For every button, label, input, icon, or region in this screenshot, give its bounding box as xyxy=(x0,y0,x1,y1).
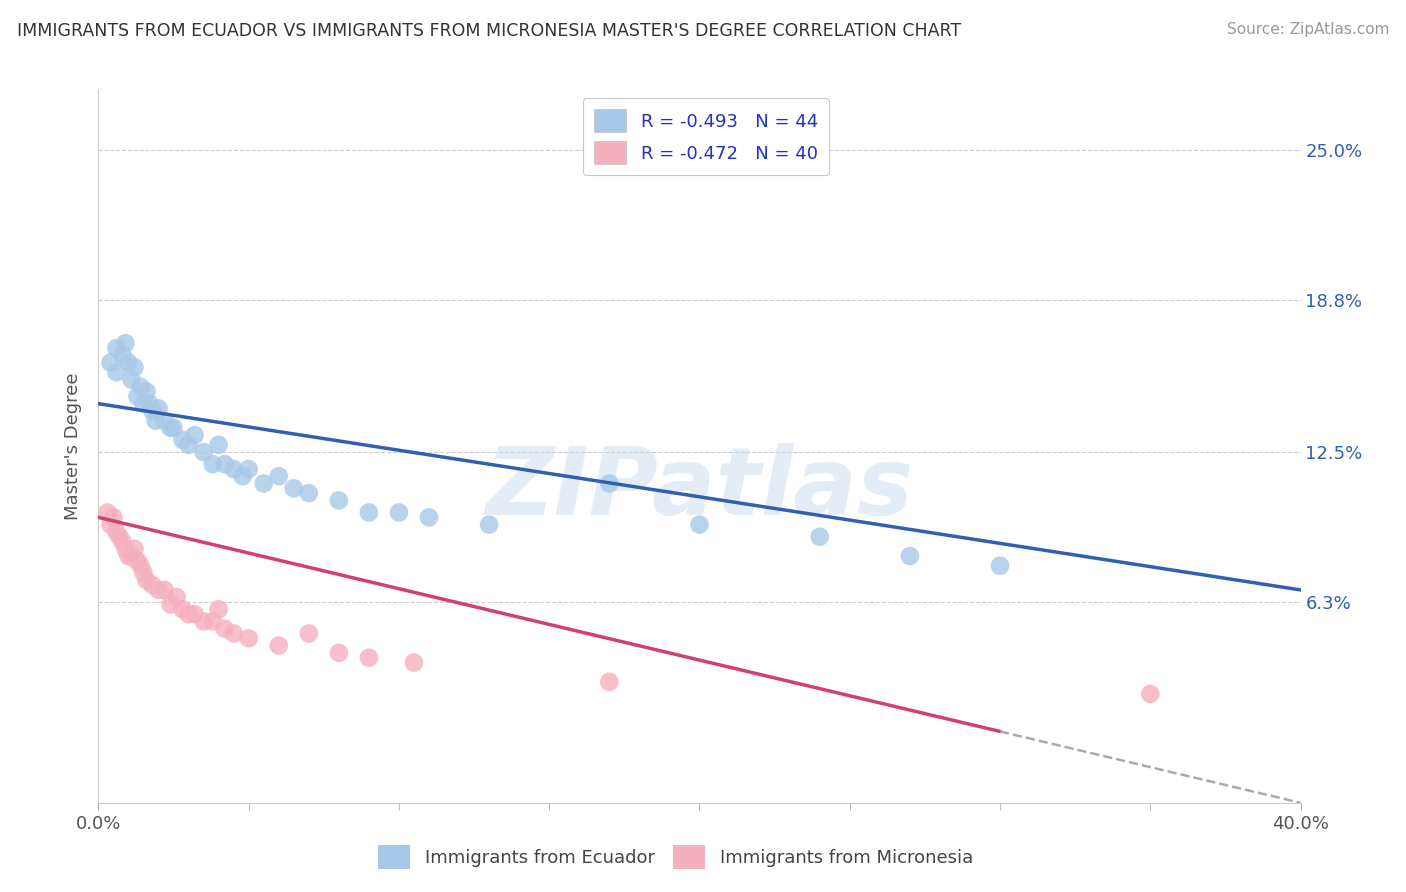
Y-axis label: Master's Degree: Master's Degree xyxy=(65,372,83,520)
Point xyxy=(111,348,134,362)
Point xyxy=(108,530,131,544)
Point xyxy=(129,380,152,394)
Point xyxy=(208,438,231,452)
Point xyxy=(132,566,155,580)
Point xyxy=(222,626,245,640)
Point xyxy=(689,517,711,532)
Point xyxy=(166,590,188,604)
Point xyxy=(114,336,136,351)
Point xyxy=(283,481,305,495)
Point xyxy=(117,549,139,563)
Point xyxy=(159,598,181,612)
Point xyxy=(100,355,122,369)
Point xyxy=(222,462,245,476)
Point xyxy=(1139,687,1161,701)
Point xyxy=(232,469,254,483)
Point xyxy=(162,421,184,435)
Point xyxy=(127,554,149,568)
Point xyxy=(124,360,146,375)
Point xyxy=(96,506,118,520)
Point xyxy=(100,517,122,532)
Point xyxy=(141,578,163,592)
Point xyxy=(172,433,194,447)
Point xyxy=(135,574,157,588)
Point xyxy=(138,397,160,411)
Point xyxy=(148,401,170,416)
Point xyxy=(598,476,620,491)
Point xyxy=(267,469,290,483)
Point xyxy=(148,582,170,597)
Text: IMMIGRANTS FROM ECUADOR VS IMMIGRANTS FROM MICRONESIA MASTER'S DEGREE CORRELATIO: IMMIGRANTS FROM ECUADOR VS IMMIGRANTS FR… xyxy=(17,22,960,40)
Point xyxy=(808,530,831,544)
Point xyxy=(145,414,167,428)
Point xyxy=(117,355,139,369)
Point xyxy=(127,389,149,403)
Point xyxy=(183,607,205,621)
Point xyxy=(153,582,176,597)
Point xyxy=(402,656,425,670)
Point xyxy=(418,510,440,524)
Point xyxy=(478,517,501,532)
Point xyxy=(214,622,236,636)
Point xyxy=(238,462,260,476)
Point xyxy=(105,365,128,379)
Text: ZIPatlas: ZIPatlas xyxy=(485,442,914,535)
Point xyxy=(153,414,176,428)
Point xyxy=(105,341,128,355)
Point xyxy=(124,541,146,556)
Point xyxy=(183,428,205,442)
Point xyxy=(105,524,128,539)
Point xyxy=(328,646,350,660)
Point xyxy=(357,650,380,665)
Point xyxy=(177,438,200,452)
Point xyxy=(141,404,163,418)
Point xyxy=(598,674,620,689)
Point xyxy=(988,558,1011,573)
Point xyxy=(114,541,136,556)
Point xyxy=(177,607,200,621)
Text: Source: ZipAtlas.com: Source: ZipAtlas.com xyxy=(1226,22,1389,37)
Point xyxy=(129,558,152,573)
Point xyxy=(121,549,143,563)
Legend: Immigrants from Ecuador, Immigrants from Micronesia: Immigrants from Ecuador, Immigrants from… xyxy=(371,838,980,876)
Point xyxy=(111,534,134,549)
Point xyxy=(238,632,260,646)
Point xyxy=(159,421,181,435)
Point xyxy=(193,445,215,459)
Point xyxy=(267,639,290,653)
Point xyxy=(132,397,155,411)
Point xyxy=(103,510,125,524)
Point xyxy=(193,615,215,629)
Point xyxy=(328,493,350,508)
Point xyxy=(172,602,194,616)
Point xyxy=(388,506,411,520)
Point xyxy=(214,457,236,471)
Point xyxy=(121,372,143,386)
Point xyxy=(201,457,224,471)
Point xyxy=(298,486,321,500)
Point xyxy=(253,476,276,491)
Point xyxy=(135,384,157,399)
Point xyxy=(298,626,321,640)
Point xyxy=(898,549,921,563)
Point xyxy=(208,602,231,616)
Point xyxy=(201,615,224,629)
Point xyxy=(357,506,380,520)
